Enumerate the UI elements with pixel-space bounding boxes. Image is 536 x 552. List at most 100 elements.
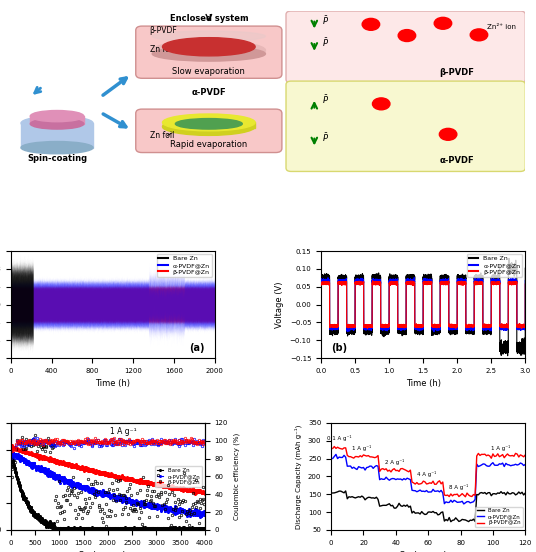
Text: 1 A g⁻¹: 1 A g⁻¹ bbox=[352, 445, 371, 452]
Text: 0.1 A g⁻¹: 0.1 A g⁻¹ bbox=[327, 436, 352, 442]
FancyBboxPatch shape bbox=[286, 11, 525, 83]
α-PVDF@Zn bbox=[8, 448, 14, 455]
Line: β-PVDF@Zn: β-PVDF@Zn bbox=[10, 444, 206, 495]
Bare Zn bbox=[465, 518, 472, 525]
X-axis label: Cycle number: Cycle number bbox=[399, 551, 458, 552]
Bare Zn bbox=[162, 526, 169, 533]
Bare Zn bbox=[8, 446, 14, 453]
β-PVDF@Zn bbox=[522, 452, 528, 458]
Text: 1 A g⁻¹: 1 A g⁻¹ bbox=[110, 427, 137, 436]
Circle shape bbox=[440, 129, 457, 140]
Ellipse shape bbox=[152, 41, 265, 60]
X-axis label: Time (h): Time (h) bbox=[95, 379, 130, 388]
α-PVDF@Zn bbox=[519, 460, 525, 467]
Text: 4 A g⁻¹: 4 A g⁻¹ bbox=[417, 471, 436, 477]
Ellipse shape bbox=[152, 46, 265, 61]
Text: Spin-coating: Spin-coating bbox=[27, 155, 87, 163]
Bare Zn bbox=[371, 495, 378, 502]
α-PVDF@Zn bbox=[27, 460, 34, 466]
Text: $\bar{P}$: $\bar{P}$ bbox=[322, 131, 329, 144]
Bare Zn bbox=[86, 526, 92, 532]
Text: (b): (b) bbox=[331, 343, 347, 353]
α-PVDF@Zn bbox=[383, 474, 389, 480]
Circle shape bbox=[362, 18, 379, 30]
β-PVDF@Zn bbox=[519, 453, 525, 459]
α-PVDF@Zn bbox=[162, 503, 169, 509]
Text: Rapid evaporation: Rapid evaporation bbox=[170, 140, 248, 150]
Ellipse shape bbox=[21, 141, 93, 154]
Circle shape bbox=[470, 29, 488, 41]
Bare Zn bbox=[27, 503, 34, 510]
β-PVDF@Zn bbox=[8, 443, 14, 449]
α-PVDF@Zn bbox=[159, 504, 165, 511]
Text: β-PVDF: β-PVDF bbox=[439, 68, 474, 77]
Y-axis label: Discharge Capacity (mAh g⁻¹): Discharge Capacity (mAh g⁻¹) bbox=[295, 424, 302, 529]
Line: α-PVDF@Zn: α-PVDF@Zn bbox=[10, 450, 206, 518]
Text: Zn²⁺ ion: Zn²⁺ ion bbox=[487, 24, 516, 30]
Ellipse shape bbox=[162, 114, 255, 131]
Text: $\bar{P}$: $\bar{P}$ bbox=[322, 14, 329, 27]
β-PVDF@Zn bbox=[86, 468, 93, 474]
β-PVDF@Zn bbox=[485, 452, 492, 458]
Text: α-PVDF: α-PVDF bbox=[191, 88, 226, 97]
Bare Zn bbox=[438, 509, 444, 516]
Legend: Bare Zn, α-PVDF@Zn, β-PVDF@Zn: Bare Zn, α-PVDF@Zn, β-PVDF@Zn bbox=[475, 507, 523, 527]
Bare Zn bbox=[448, 518, 454, 525]
α-PVDF@Zn bbox=[86, 489, 92, 496]
β-PVDF@Zn bbox=[383, 465, 389, 472]
Line: β-PVDF@Zn: β-PVDF@Zn bbox=[333, 447, 525, 497]
Ellipse shape bbox=[162, 38, 255, 56]
Bare Zn bbox=[485, 490, 492, 496]
Text: Zn foil: Zn foil bbox=[150, 131, 174, 140]
Bare Zn bbox=[343, 487, 349, 494]
Ellipse shape bbox=[21, 116, 93, 130]
Legend: Bare Zn, α-PVDF@Zn, β-PVDF@Zn: Bare Zn, α-PVDF@Zn, β-PVDF@Zn bbox=[155, 466, 202, 487]
α-PVDF@Zn bbox=[371, 463, 378, 470]
Text: Enclosed system: Enclosed system bbox=[169, 14, 248, 23]
α-PVDF@Zn bbox=[485, 463, 492, 470]
α-PVDF@Zn bbox=[522, 461, 528, 468]
Polygon shape bbox=[162, 123, 255, 129]
β-PVDF@Zn bbox=[9, 442, 15, 448]
Ellipse shape bbox=[30, 110, 84, 122]
Y-axis label: Voltage (V): Voltage (V) bbox=[275, 282, 284, 328]
Bare Zn bbox=[98, 527, 105, 533]
X-axis label: Time (h): Time (h) bbox=[406, 379, 441, 388]
β-PVDF@Zn bbox=[465, 492, 472, 498]
Bare Zn bbox=[383, 502, 389, 508]
β-PVDF@Zn bbox=[331, 443, 338, 450]
α-PVDF@Zn bbox=[197, 513, 203, 520]
β-PVDF@Zn bbox=[438, 481, 444, 487]
Y-axis label: Coulombic efficiency (%): Coulombic efficiency (%) bbox=[234, 433, 240, 520]
Text: Slow evaporation: Slow evaporation bbox=[173, 67, 245, 76]
α-PVDF@Zn bbox=[465, 498, 472, 505]
β-PVDF@Zn bbox=[192, 490, 198, 497]
Bare Zn bbox=[202, 524, 208, 531]
Text: 8 A g⁻¹: 8 A g⁻¹ bbox=[449, 484, 468, 490]
α-PVDF@Zn bbox=[93, 491, 99, 498]
β-PVDF@Zn bbox=[371, 454, 378, 461]
β-PVDF@Zn bbox=[93, 469, 100, 475]
α-PVDF@Zn bbox=[333, 451, 339, 458]
Text: $\bar{P}$: $\bar{P}$ bbox=[322, 36, 329, 50]
Legend: Bare Zn, α-PVDF@Zn, β-PVDF@Zn: Bare Zn, α-PVDF@Zn, β-PVDF@Zn bbox=[467, 254, 522, 277]
β-PVDF@Zn bbox=[202, 490, 208, 497]
Polygon shape bbox=[30, 116, 84, 124]
FancyBboxPatch shape bbox=[136, 109, 282, 152]
Bare Zn bbox=[522, 490, 528, 496]
FancyBboxPatch shape bbox=[136, 26, 282, 78]
α-PVDF@Zn bbox=[202, 510, 208, 517]
Text: $\bar{P}$: $\bar{P}$ bbox=[322, 93, 329, 106]
α-PVDF@Zn bbox=[330, 455, 336, 462]
α-PVDF@Zn bbox=[460, 501, 467, 507]
β-PVDF@Zn bbox=[27, 450, 34, 457]
α-PVDF@Zn bbox=[141, 501, 147, 508]
Circle shape bbox=[398, 30, 416, 41]
β-PVDF@Zn bbox=[330, 445, 336, 452]
Line: Bare Zn: Bare Zn bbox=[333, 491, 525, 522]
α-PVDF@Zn bbox=[438, 487, 444, 493]
Text: (a): (a) bbox=[189, 343, 205, 353]
Text: Zn foil: Zn foil bbox=[150, 45, 174, 54]
X-axis label: Cycle number: Cycle number bbox=[78, 551, 137, 552]
Line: Bare Zn: Bare Zn bbox=[10, 448, 206, 531]
